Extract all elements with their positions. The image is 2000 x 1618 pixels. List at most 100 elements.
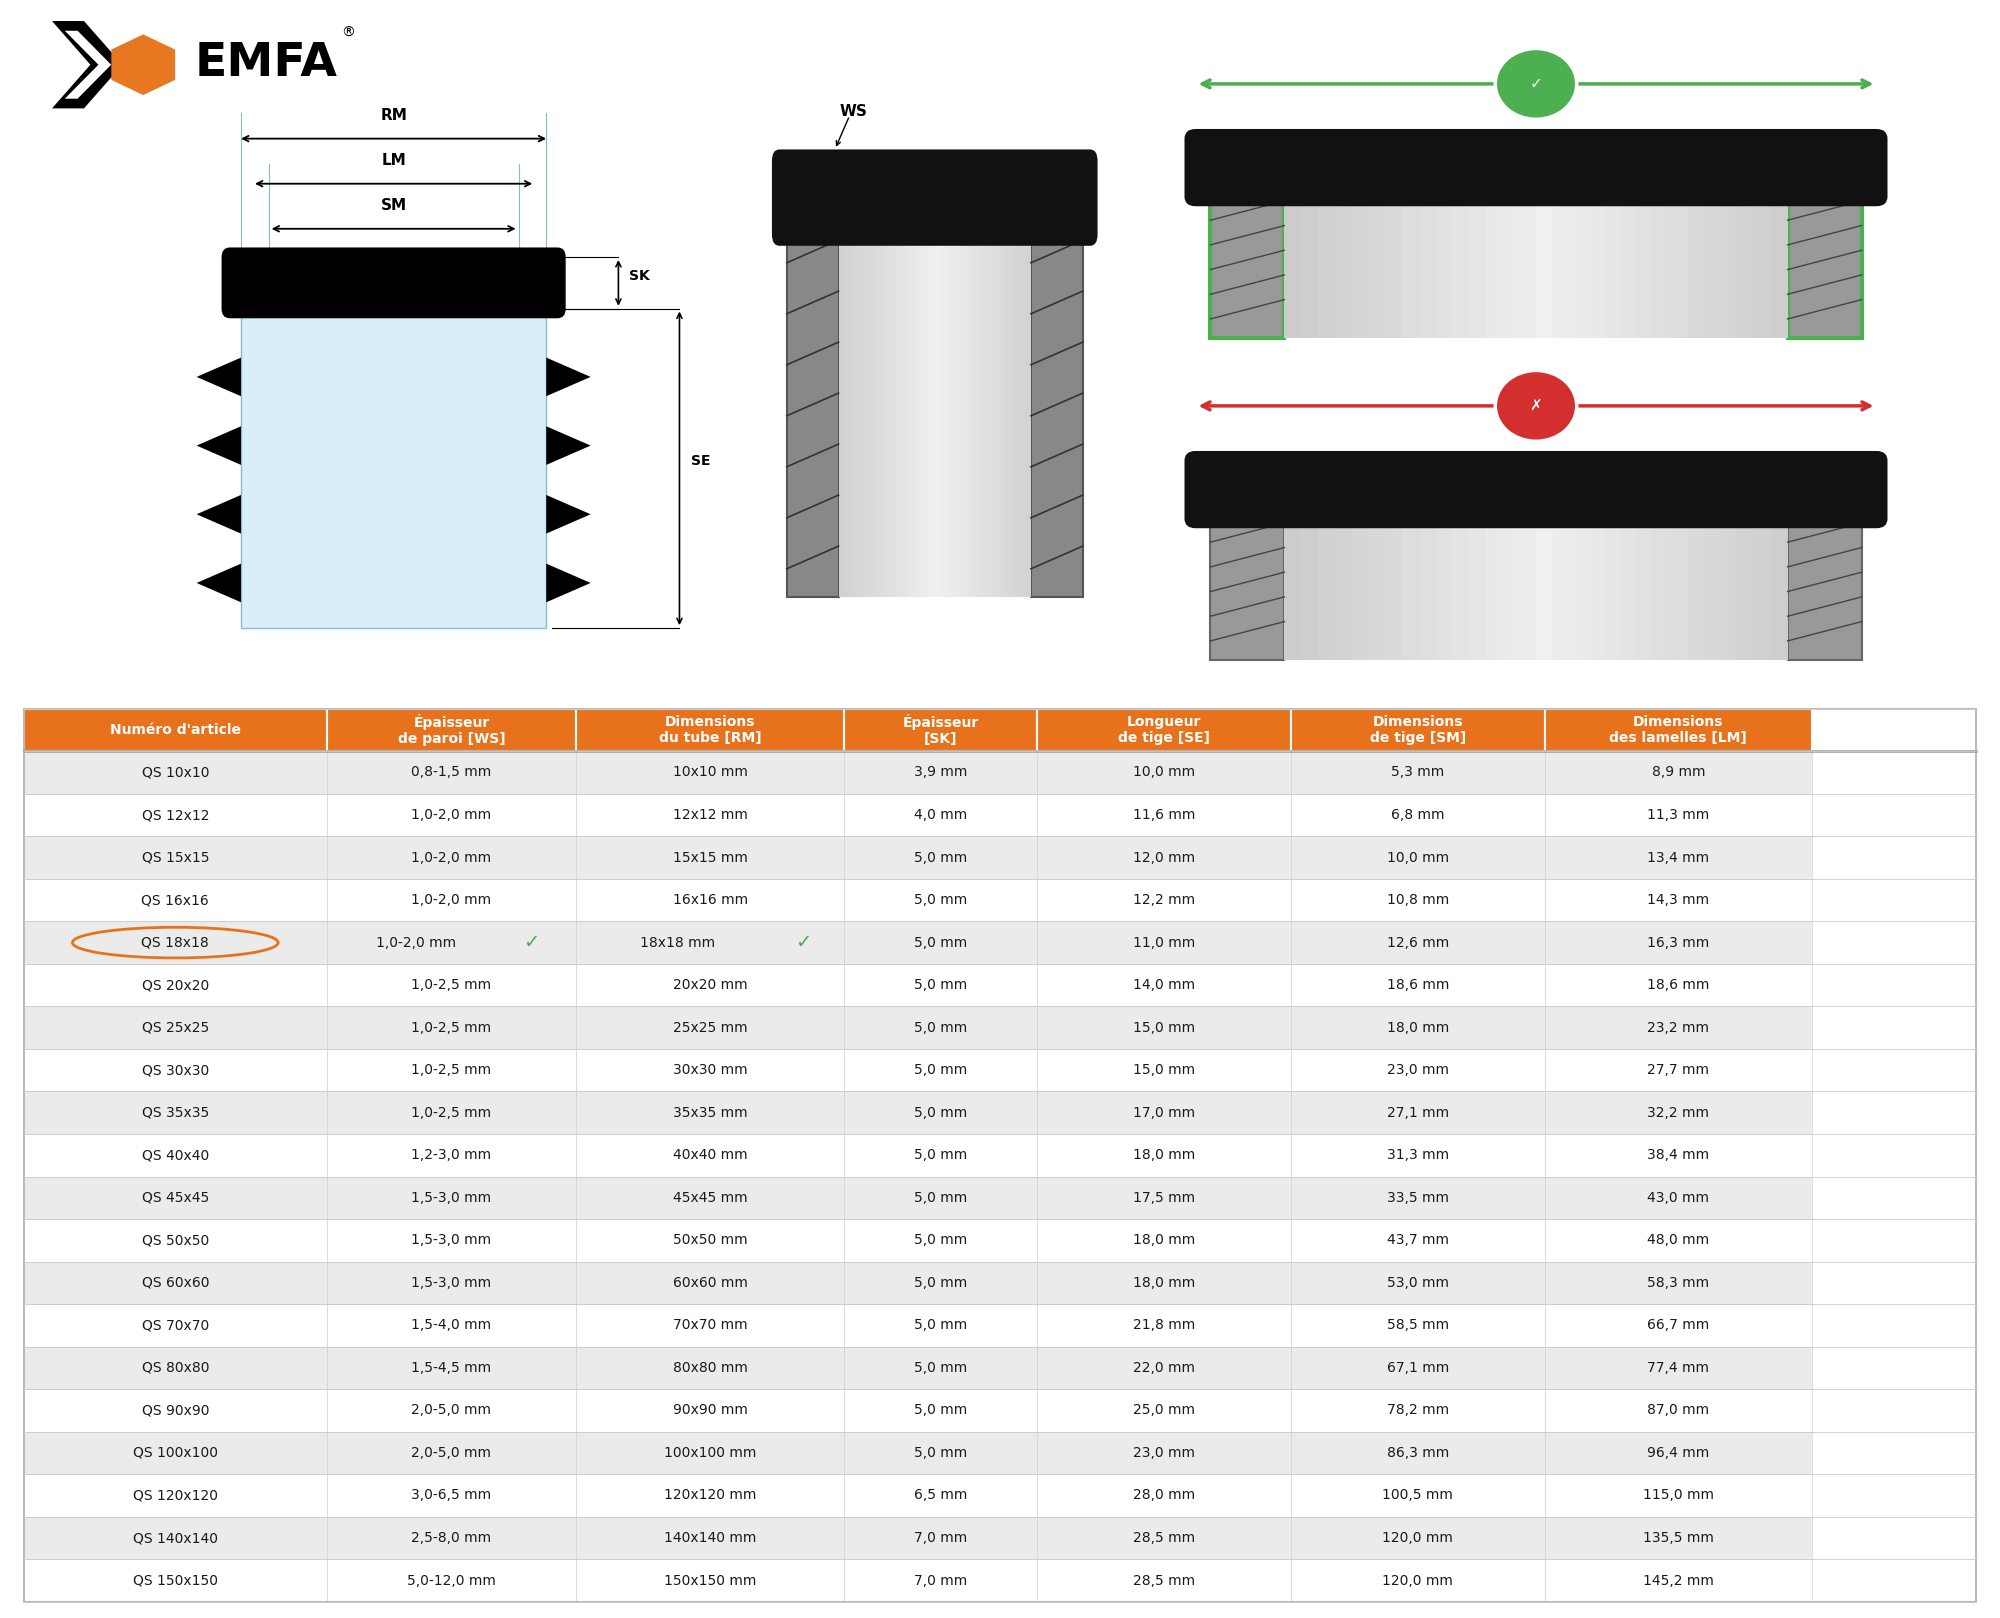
FancyBboxPatch shape [1586, 513, 1604, 660]
FancyBboxPatch shape [24, 1474, 326, 1516]
Text: RM: RM [380, 107, 408, 123]
FancyBboxPatch shape [24, 1432, 326, 1474]
FancyBboxPatch shape [1468, 191, 1486, 338]
FancyBboxPatch shape [1544, 709, 1812, 751]
Text: 38,4 mm: 38,4 mm [1648, 1149, 1710, 1162]
FancyBboxPatch shape [1486, 513, 1502, 660]
Polygon shape [112, 34, 176, 95]
FancyBboxPatch shape [1038, 879, 1290, 921]
Text: 27,7 mm: 27,7 mm [1648, 1063, 1710, 1078]
Text: ®: ® [342, 26, 356, 40]
Text: 18,0 mm: 18,0 mm [1386, 1021, 1448, 1034]
Text: 145,2 mm: 145,2 mm [1642, 1574, 1714, 1587]
FancyBboxPatch shape [1290, 1092, 1544, 1134]
Text: Longueur
de tige [SE]: Longueur de tige [SE] [1118, 715, 1210, 746]
Text: QS 15x15: QS 15x15 [142, 851, 210, 864]
FancyBboxPatch shape [1544, 1346, 1812, 1390]
FancyBboxPatch shape [24, 1134, 326, 1176]
FancyBboxPatch shape [1386, 191, 1402, 338]
FancyBboxPatch shape [1038, 837, 1290, 879]
FancyBboxPatch shape [966, 228, 974, 597]
FancyBboxPatch shape [576, 1560, 844, 1602]
Text: Épaisseur
[SK]: Épaisseur [SK] [902, 714, 978, 746]
Text: EMFA: EMFA [194, 40, 338, 86]
Text: 3,9 mm: 3,9 mm [914, 765, 968, 780]
FancyBboxPatch shape [1544, 1432, 1812, 1474]
Polygon shape [64, 31, 112, 99]
FancyBboxPatch shape [1038, 1432, 1290, 1474]
FancyBboxPatch shape [844, 964, 1038, 1006]
FancyBboxPatch shape [576, 1262, 844, 1304]
FancyBboxPatch shape [844, 879, 1038, 921]
FancyBboxPatch shape [1686, 191, 1704, 338]
FancyBboxPatch shape [1544, 1176, 1812, 1218]
Text: 5,0 mm: 5,0 mm [914, 851, 968, 864]
FancyBboxPatch shape [24, 1262, 326, 1304]
FancyBboxPatch shape [1502, 191, 1520, 338]
Text: QS 16x16: QS 16x16 [142, 893, 210, 908]
Text: QS 80x80: QS 80x80 [142, 1361, 210, 1375]
FancyBboxPatch shape [1290, 1560, 1544, 1602]
FancyBboxPatch shape [576, 837, 844, 879]
Text: 5,0 mm: 5,0 mm [914, 893, 968, 908]
FancyBboxPatch shape [1290, 1048, 1544, 1092]
FancyBboxPatch shape [1290, 794, 1544, 837]
FancyBboxPatch shape [1302, 513, 1318, 660]
FancyBboxPatch shape [844, 921, 1038, 964]
Polygon shape [546, 563, 590, 602]
Text: 58,3 mm: 58,3 mm [1648, 1277, 1710, 1290]
Text: 12,6 mm: 12,6 mm [1386, 935, 1448, 950]
Text: 45x45 mm: 45x45 mm [672, 1191, 748, 1205]
Text: 5,0 mm: 5,0 mm [914, 1105, 968, 1120]
FancyBboxPatch shape [326, 964, 576, 1006]
Text: 28,5 mm: 28,5 mm [1132, 1531, 1196, 1545]
FancyBboxPatch shape [772, 149, 1098, 246]
FancyBboxPatch shape [576, 879, 844, 921]
Text: 78,2 mm: 78,2 mm [1386, 1403, 1448, 1417]
FancyBboxPatch shape [24, 1560, 326, 1602]
Text: QS 45x45: QS 45x45 [142, 1191, 208, 1205]
Text: 1,0-2,0 mm: 1,0-2,0 mm [376, 935, 456, 950]
Text: Numéro d'article: Numéro d'article [110, 723, 240, 736]
FancyBboxPatch shape [902, 228, 910, 597]
Text: 100x100 mm: 100x100 mm [664, 1446, 756, 1459]
FancyBboxPatch shape [1290, 964, 1544, 1006]
FancyBboxPatch shape [1290, 709, 1544, 751]
FancyBboxPatch shape [326, 1048, 576, 1092]
FancyBboxPatch shape [326, 751, 576, 794]
FancyBboxPatch shape [1788, 152, 1862, 338]
FancyBboxPatch shape [326, 1304, 576, 1346]
Text: 5,0-12,0 mm: 5,0-12,0 mm [408, 1574, 496, 1587]
Text: 86,3 mm: 86,3 mm [1386, 1446, 1448, 1459]
FancyBboxPatch shape [1012, 228, 1018, 597]
FancyBboxPatch shape [1436, 513, 1452, 660]
FancyBboxPatch shape [844, 1218, 1038, 1262]
Text: 13,4 mm: 13,4 mm [1648, 851, 1710, 864]
Text: 23,0 mm: 23,0 mm [1132, 1446, 1194, 1459]
FancyBboxPatch shape [1038, 709, 1290, 751]
FancyBboxPatch shape [1552, 513, 1570, 660]
FancyBboxPatch shape [1570, 513, 1586, 660]
FancyBboxPatch shape [326, 1092, 576, 1134]
FancyBboxPatch shape [844, 1262, 1038, 1304]
Text: WS: WS [840, 104, 868, 120]
FancyBboxPatch shape [576, 1474, 844, 1516]
FancyBboxPatch shape [1670, 513, 1686, 660]
FancyBboxPatch shape [1402, 513, 1418, 660]
FancyBboxPatch shape [1284, 513, 1302, 660]
FancyBboxPatch shape [1536, 513, 1552, 660]
Text: 21,8 mm: 21,8 mm [1132, 1319, 1196, 1332]
FancyBboxPatch shape [1290, 879, 1544, 921]
FancyBboxPatch shape [576, 1432, 844, 1474]
FancyBboxPatch shape [1290, 1262, 1544, 1304]
Text: 10,0 mm: 10,0 mm [1132, 765, 1196, 780]
FancyBboxPatch shape [1468, 513, 1486, 660]
Text: 5,0 mm: 5,0 mm [914, 1149, 968, 1162]
Text: 18,0 mm: 18,0 mm [1132, 1233, 1196, 1247]
FancyBboxPatch shape [24, 964, 326, 1006]
FancyBboxPatch shape [1210, 474, 1284, 660]
FancyBboxPatch shape [1368, 191, 1386, 338]
Text: 5,0 mm: 5,0 mm [914, 1191, 968, 1205]
Text: 31,3 mm: 31,3 mm [1386, 1149, 1448, 1162]
FancyBboxPatch shape [1452, 191, 1468, 338]
